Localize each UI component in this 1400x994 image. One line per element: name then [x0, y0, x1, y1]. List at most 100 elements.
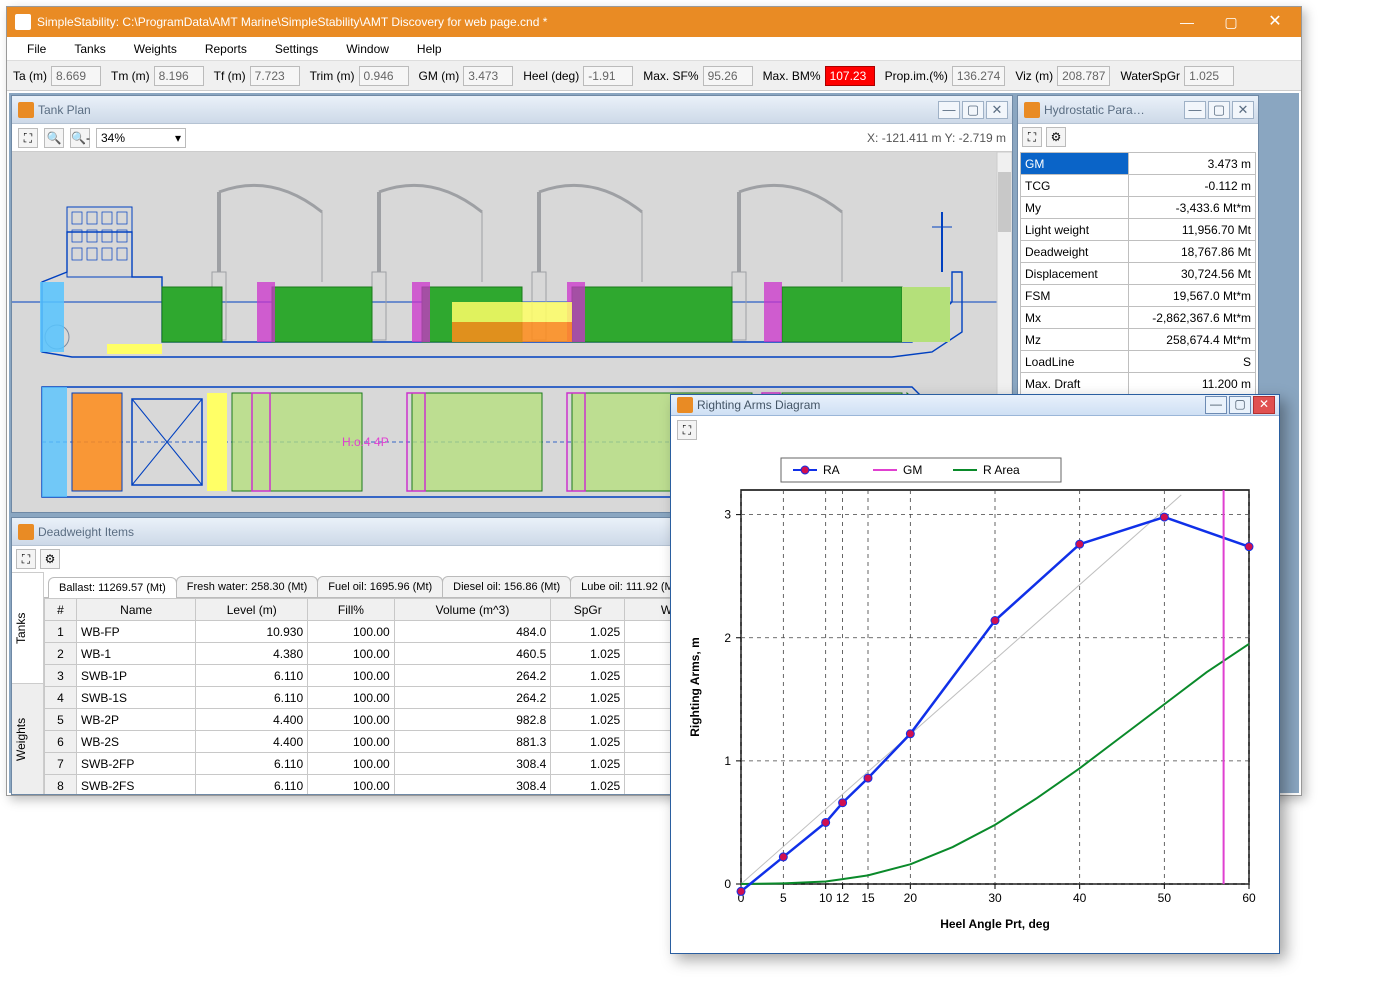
tank-plan-minimize[interactable]: —	[938, 101, 960, 119]
hydro-key: Deadweight	[1021, 241, 1129, 263]
hydro-key: Displacement	[1021, 263, 1129, 285]
cell: SWB-2FP	[77, 753, 196, 775]
menu-tanks[interactable]: Tanks	[60, 39, 119, 59]
cell: 100.00	[308, 731, 395, 753]
hydro-key: LoadLine	[1021, 351, 1129, 373]
param-7: Max. BM%107.23	[763, 66, 875, 86]
param-2: Tf (m)7.723	[214, 66, 300, 86]
hydro-close[interactable]: ✕	[1232, 101, 1254, 119]
cell: 1.025	[551, 621, 625, 643]
ra-tool1-button[interactable]: ⛶	[677, 420, 697, 440]
ra-icon	[677, 397, 693, 413]
tank-plan-close[interactable]: ✕	[986, 101, 1008, 119]
cell: 6.110	[196, 775, 308, 795]
titlebar[interactable]: SimpleStability: C:\ProgramData\AMT Mari…	[7, 7, 1301, 37]
cat-tab-1[interactable]: Fresh water: 258.30 (Mt)	[176, 576, 318, 597]
close-button[interactable]: ✕	[1253, 7, 1297, 37]
hydro-val: 18,767.86 Mt	[1129, 241, 1256, 263]
window-title: SimpleStability: C:\ProgramData\AMT Mari…	[37, 15, 1165, 29]
cell: 5	[45, 709, 77, 731]
params-bar: Ta (m)8.669Tm (m)8.196Tf (m)7.723Trim (m…	[7, 61, 1301, 91]
svg-text:3: 3	[724, 508, 731, 522]
hydro-tool1-button[interactable]: ⛶	[1022, 127, 1042, 147]
hydro-titlebar[interactable]: Hydrostatic Para… — ▢ ✕	[1018, 96, 1258, 124]
hydro-val: 11.200 m	[1129, 373, 1256, 395]
menu-reports[interactable]: Reports	[191, 39, 261, 59]
cat-tab-0[interactable]: Ballast: 11269.57 (Mt)	[48, 577, 177, 598]
menu-weights[interactable]: Weights	[120, 39, 191, 59]
hydro-row[interactable]: TCG-0.112 m	[1021, 175, 1256, 197]
col-header[interactable]: Name	[77, 599, 196, 621]
param-value: 8.669	[51, 66, 101, 86]
hydro-row[interactable]: Light weight11,956.70 Mt	[1021, 219, 1256, 241]
param-label: Ta (m)	[13, 69, 47, 83]
col-header[interactable]: SpGr	[551, 599, 625, 621]
dead-icon	[18, 524, 34, 540]
param-value: 208.787	[1057, 66, 1110, 86]
hydro-row[interactable]: My-3,433.6 Mt*m	[1021, 197, 1256, 219]
cell: 1.025	[551, 643, 625, 665]
menu-file[interactable]: File	[13, 39, 60, 59]
ra-titlebar[interactable]: Righting Arms Diagram — ▢ ✕	[671, 395, 1279, 416]
hydro-minimize[interactable]: —	[1184, 101, 1206, 119]
zoom-in-button[interactable]: 🔍+	[44, 128, 64, 148]
chevron-down-icon: ▾	[175, 131, 181, 145]
hydro-tool2-button[interactable]: ⚙	[1046, 127, 1066, 147]
menu-window[interactable]: Window	[332, 39, 403, 59]
tank-plan-maximize[interactable]: ▢	[962, 101, 984, 119]
cell: 308.4	[394, 753, 551, 775]
cell: 4.400	[196, 731, 308, 753]
svg-text:10: 10	[819, 891, 833, 905]
param-value: 136.274	[952, 66, 1005, 86]
param-9: Viz (m)208.787	[1015, 66, 1110, 86]
zoom-select[interactable]: 34%▾	[96, 128, 186, 148]
param-10: WaterSpGr1.025	[1120, 66, 1234, 86]
svg-text:Heel Angle Prt, deg: Heel Angle Prt, deg	[940, 917, 1050, 931]
hydro-val: -3,433.6 Mt*m	[1129, 197, 1256, 219]
cat-tab-3[interactable]: Diesel oil: 156.86 (Mt)	[442, 576, 571, 597]
cursor-coords: X: -121.411 m Y: -2.719 m	[867, 131, 1006, 145]
hydro-row[interactable]: Mx-2,862,367.6 Mt*m	[1021, 307, 1256, 329]
cell: 1.025	[551, 753, 625, 775]
dead-tool1-button[interactable]: ⛶	[16, 549, 36, 569]
ra-maximize[interactable]: ▢	[1229, 396, 1251, 414]
dead-tool2-button[interactable]: ⚙	[40, 549, 60, 569]
ra-chart: 0510121520304050600123Heel Angle Prt, de…	[671, 444, 1279, 953]
svg-text:0: 0	[724, 877, 731, 891]
cell: 4.380	[196, 643, 308, 665]
side-tab-tanks[interactable]: Tanks	[12, 572, 43, 683]
maximize-button[interactable]: ▢	[1209, 7, 1253, 37]
hydro-row[interactable]: Mz258,674.4 Mt*m	[1021, 329, 1256, 351]
col-header[interactable]: Level (m)	[196, 599, 308, 621]
menu-help[interactable]: Help	[403, 39, 456, 59]
menu-settings[interactable]: Settings	[261, 39, 332, 59]
menubar: FileTanksWeightsReportsSettingsWindowHel…	[7, 37, 1301, 61]
col-header[interactable]: Fill%	[308, 599, 395, 621]
hydro-val: 30,724.56 Mt	[1129, 263, 1256, 285]
hydro-title: Hydrostatic Para…	[1044, 103, 1182, 117]
svg-text:15: 15	[861, 891, 875, 905]
hydro-row[interactable]: Displacement30,724.56 Mt	[1021, 263, 1256, 285]
param-1: Tm (m)8.196	[111, 66, 204, 86]
hydro-val: 3.473 m	[1129, 153, 1256, 175]
fit-view-button[interactable]: ⛶	[18, 128, 38, 148]
hydro-row[interactable]: Deadweight18,767.86 Mt	[1021, 241, 1256, 263]
hydro-row[interactable]: LoadLineS	[1021, 351, 1256, 373]
cat-tab-2[interactable]: Fuel oil: 1695.96 (Mt)	[317, 576, 443, 597]
hydro-row[interactable]: GM3.473 m	[1021, 153, 1256, 175]
hydro-icon	[1024, 102, 1040, 118]
minimize-button[interactable]: —	[1165, 7, 1209, 37]
cell: 1.025	[551, 665, 625, 687]
side-tab-weights[interactable]: Weights	[12, 683, 43, 794]
col-header[interactable]: Volume (m^3)	[394, 599, 551, 621]
zoom-out-button[interactable]: 🔍-	[70, 128, 90, 148]
ra-minimize[interactable]: —	[1205, 396, 1227, 414]
svg-text:50: 50	[1158, 891, 1172, 905]
ra-close[interactable]: ✕	[1253, 396, 1275, 414]
hydro-table: GM3.473 mTCG-0.112 mMy-3,433.6 Mt*mLight…	[1020, 152, 1256, 417]
hydro-row[interactable]: FSM19,567.0 Mt*m	[1021, 285, 1256, 307]
hydro-maximize[interactable]: ▢	[1208, 101, 1230, 119]
col-header[interactable]: #	[45, 599, 77, 621]
tank-plan-titlebar[interactable]: Tank Plan — ▢ ✕	[12, 96, 1012, 124]
hydro-row[interactable]: Max. Draft11.200 m	[1021, 373, 1256, 395]
